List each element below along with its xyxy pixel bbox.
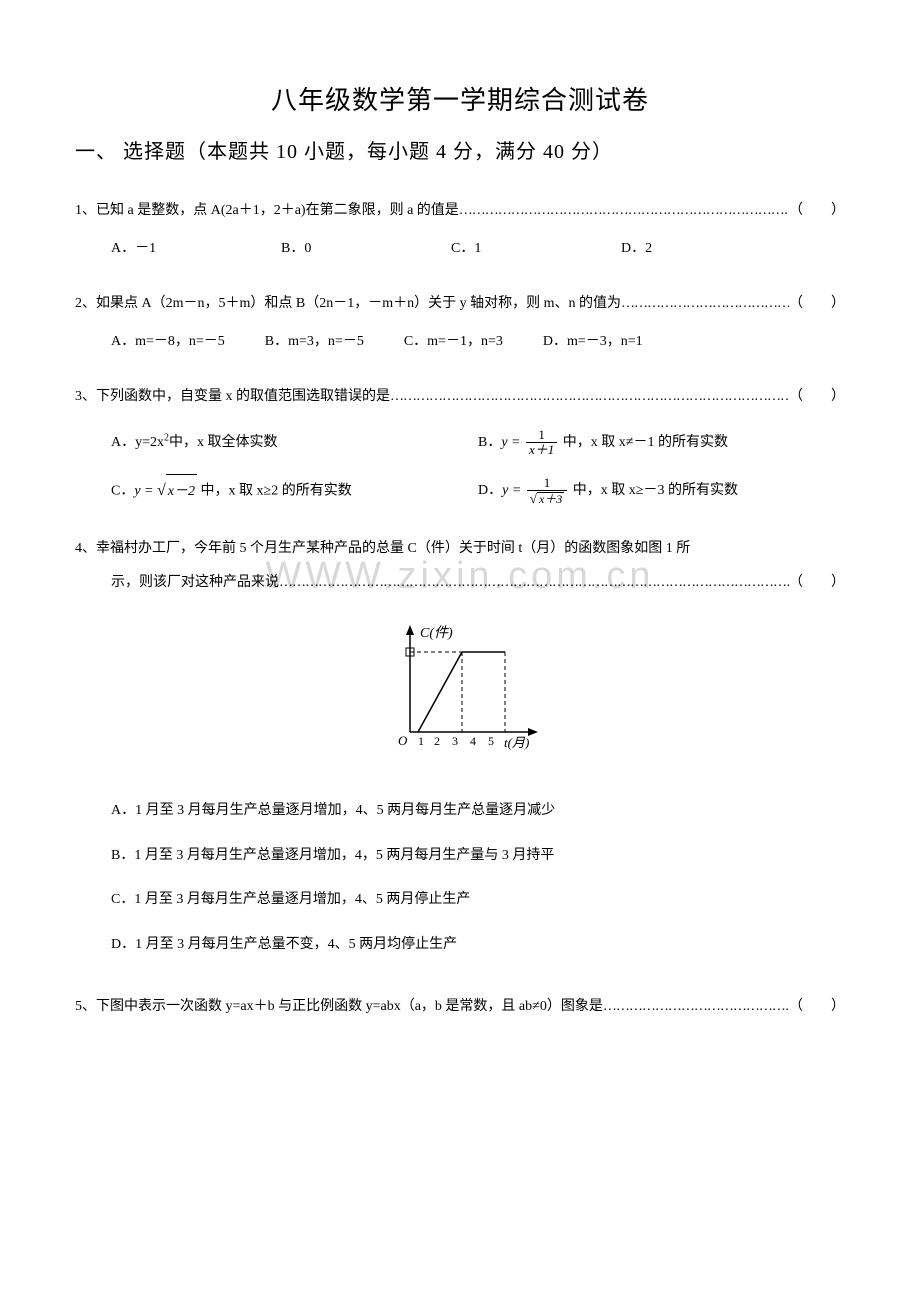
svg-text:1: 1	[418, 734, 424, 748]
svg-text:5: 5	[488, 734, 494, 748]
question-1: 1、 已知 a 是整数，点 A(2a＋1，2＋a)在第二象限，则 a 的值是 ……	[75, 194, 845, 265]
q3-opt-d: D．y = 1√x＋3 中，x 取 x≥－3 的所有实数	[478, 474, 845, 508]
q2-opt-c: C．m=－1，n=3	[404, 325, 503, 359]
q2-opt-b: B．m=3，n=－5	[265, 325, 364, 359]
section-header: 一、 选择题（本题共 10 小题，每小题 4 分，满分 40 分）	[75, 135, 845, 164]
dots: ……………………………………………………………………………………………………………	[459, 194, 789, 228]
svg-text:t(月): t(月)	[504, 735, 529, 750]
svg-text:3: 3	[452, 734, 458, 748]
svg-text:C(件): C(件)	[420, 625, 453, 641]
q1-opt-c: C．1	[451, 232, 571, 266]
dots: ……………………………………………………………………………………………………………	[621, 287, 789, 321]
q4-opt-a: A．1 月至 3 月每月生产总量逐月增加，4、5 两月每月生产总量逐月减少	[111, 789, 845, 834]
q2-text: 如果点 A（2m－n，5＋m）和点 B（2n－1，－m＋n）关于 y 轴对称，则…	[96, 287, 621, 321]
q3-opt-c: C．y = √x－2 中，x 取 x≥2 的所有实数	[111, 472, 478, 510]
q5-text: 下图中表示一次函数 y=ax＋b 与正比例函数 y=abx（a，b 是常数，且 …	[96, 990, 603, 1024]
q1-opt-b: B．0	[281, 232, 401, 266]
q1-opt-d: D．2	[621, 232, 652, 266]
question-2: 2、 如果点 A（2m－n，5＋m）和点 B（2n－1，－m＋n）关于 y 轴对…	[75, 287, 845, 358]
q4-line1: 幸福村办工厂，今年前 5 个月生产某种产品的总量 C（件）关于时间 t（月）的函…	[96, 532, 690, 566]
page-title: 八年级数学第一学期综合测试卷	[75, 80, 845, 117]
dots: ……………………………………………………………………………………………………………	[279, 566, 789, 600]
q4-chart: C(件) O 1 2 3 4 5 t(月)	[75, 617, 845, 771]
q4-opt-b: B．1 月至 3 月每月生产总量逐月增加，4，5 两月每月生产量与 3 月持平	[111, 834, 845, 879]
q3-text: 下列函数中，自变量 x 的取值范围选取错误的是	[96, 380, 390, 414]
question-3: 3、 下列函数中，自变量 x 的取值范围选取错误的是 ……………………………………	[75, 380, 845, 510]
answer-paren: （ ）	[789, 990, 845, 1024]
dots: ……………………………………………………………………………………………………………	[390, 380, 789, 414]
q5-num: 5、	[75, 990, 96, 1024]
svg-text:4: 4	[470, 734, 476, 748]
q2-opt-a: A．m=－8，n=－5	[111, 325, 225, 359]
answer-paren: （ ）	[789, 287, 845, 321]
question-5: 5、 下图中表示一次函数 y=ax＋b 与正比例函数 y=abx（a，b 是常数…	[75, 990, 845, 1024]
answer-paren: （ ）	[789, 194, 845, 228]
q4-opt-c: C．1 月至 3 月每月生产总量逐月增加，4、5 两月停止生产	[111, 878, 845, 923]
q4-line2: 示，则该厂对这种产品来说	[111, 566, 279, 600]
answer-paren: （ ）	[789, 566, 845, 600]
q2-num: 2、	[75, 287, 96, 321]
svg-text:O: O	[398, 733, 408, 748]
answer-paren: （ ）	[789, 380, 845, 414]
q4-opt-d: D．1 月至 3 月每月生产总量不变，4、5 两月均停止生产	[111, 923, 845, 968]
svg-text:2: 2	[434, 734, 440, 748]
q3-opt-a: A．y=2x2中，x 取全体实数	[111, 426, 478, 460]
q3-num: 3、	[75, 380, 96, 414]
question-4: 4、 幸福村办工厂，今年前 5 个月生产某种产品的总量 C（件）关于时间 t（月…	[75, 532, 845, 968]
q1-opt-a: A．－1	[111, 232, 231, 266]
dots: ……………………………………………………………………………………………………………	[603, 990, 789, 1024]
q4-num: 4、	[75, 532, 96, 566]
q1-text: 已知 a 是整数，点 A(2a＋1，2＋a)在第二象限，则 a 的值是	[96, 194, 459, 228]
q3-opt-b: B．y = 1x＋1 中，x 取 x≠－1 的所有实数	[478, 426, 845, 460]
q1-num: 1、	[75, 194, 96, 228]
q2-opt-d: D．m=－3，n=1	[543, 325, 643, 359]
